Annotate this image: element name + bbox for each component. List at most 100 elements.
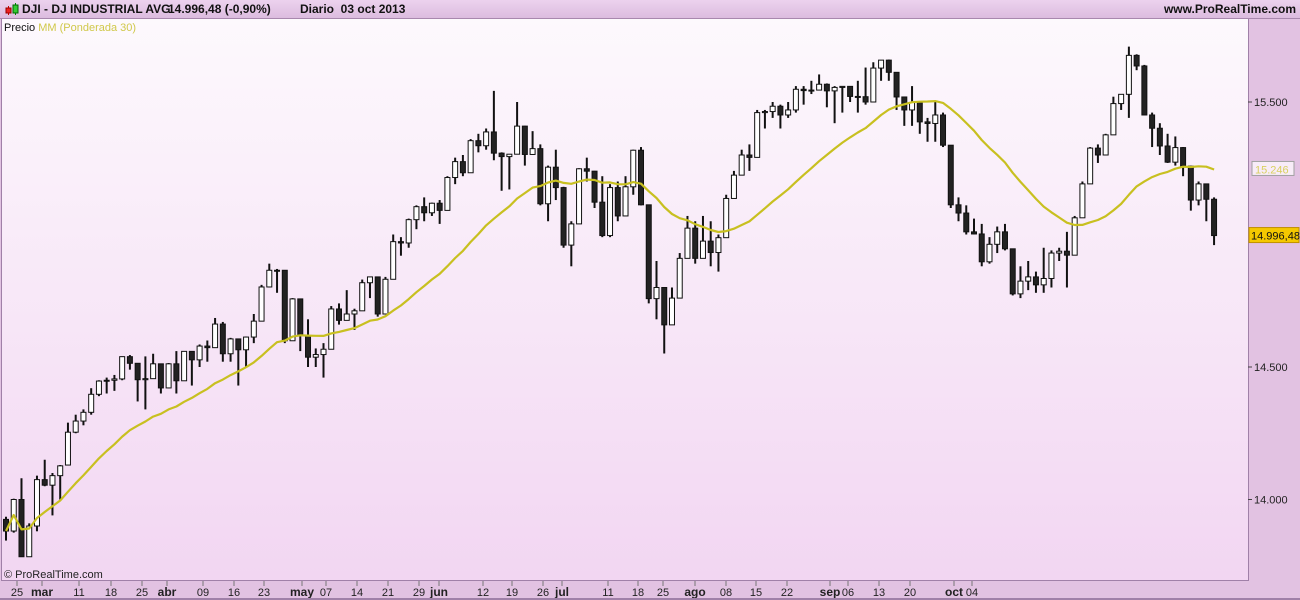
candle — [142, 356, 149, 410]
candle-body-down — [490, 131, 497, 154]
candle-body-up — [483, 131, 490, 147]
candle-body-up — [390, 241, 397, 280]
candle — [258, 284, 265, 322]
ma-legend[interactable]: MM (Ponderada 30) — [38, 22, 137, 34]
chart-header: DJI - DJ INDUSTRIAL AVG 14.996,48 (-0,90… — [0, 0, 1300, 19]
candle — [1071, 215, 1078, 256]
candle-body-up — [1017, 280, 1024, 295]
candle-body-up — [382, 278, 389, 315]
candle-body-down — [1063, 250, 1070, 256]
candle — [188, 350, 195, 386]
x-tick-label: 14 — [351, 587, 363, 599]
ma-line — [5, 100, 1215, 532]
candle — [1172, 136, 1179, 166]
candle — [64, 422, 71, 466]
x-axis: 25 mar 11 18 25 abr 09 16 23 may 07 14 21 29 jun 12 19 26… — [11, 581, 978, 599]
candle-body-up — [754, 112, 761, 158]
candle — [173, 351, 180, 394]
candle-body-down — [692, 227, 699, 259]
candle — [459, 155, 466, 177]
candle — [1001, 223, 1008, 251]
candle — [823, 83, 830, 108]
candle — [862, 67, 869, 105]
candle — [49, 473, 56, 516]
candle-body-up — [266, 269, 273, 288]
candle-body-up — [699, 240, 706, 259]
candle-body-down — [219, 323, 226, 355]
candle-body-up — [785, 109, 792, 116]
candle-body-down — [1141, 65, 1148, 116]
candle-body-down — [297, 298, 304, 336]
candle-body-down — [591, 170, 598, 203]
x-tick-label: 13 — [873, 587, 885, 599]
candle-body-down — [173, 363, 180, 382]
candle — [297, 298, 304, 352]
candle-body-up — [769, 105, 776, 113]
candle-body-up — [761, 111, 768, 114]
candle-body-up — [289, 298, 296, 342]
candle-body-up — [413, 206, 420, 221]
candle — [1187, 165, 1194, 211]
candle — [359, 279, 366, 312]
candle-body-up — [80, 411, 87, 422]
candle — [382, 276, 389, 315]
candle — [599, 176, 606, 238]
candle — [88, 388, 95, 415]
candle — [219, 321, 226, 362]
candle-body-up — [274, 269, 281, 272]
x-tick-label: jun — [429, 585, 448, 599]
candle — [661, 287, 668, 354]
candle-body-down — [746, 154, 753, 158]
candle-body-up — [1110, 103, 1117, 136]
candle — [134, 362, 141, 402]
candle-body-up — [545, 166, 552, 205]
x-tick-label: ago — [684, 585, 705, 599]
candle-body-up — [328, 308, 335, 350]
site-link[interactable]: www.ProRealTime.com — [1163, 2, 1296, 16]
candle — [33, 475, 40, 532]
candle — [761, 109, 768, 129]
candle-body-up — [607, 187, 614, 237]
candle — [335, 303, 342, 325]
candle-body-up — [26, 525, 33, 558]
candle — [955, 197, 962, 222]
candle-body-up — [49, 475, 56, 486]
x-tick-label: 07 — [320, 587, 332, 599]
candle-body-up — [1172, 147, 1179, 163]
candle-body-down — [235, 338, 242, 351]
candle-body-up — [452, 161, 459, 179]
candle-body-down — [645, 204, 652, 300]
candle-body-down — [374, 276, 381, 315]
candle — [738, 149, 745, 176]
candle-body-up — [653, 287, 660, 300]
candle-body-down — [560, 187, 567, 246]
candle-body-down — [335, 308, 342, 321]
candle-body-down — [777, 105, 784, 116]
candle — [119, 356, 126, 381]
candle-body-up — [258, 286, 265, 322]
x-tick-label: oct — [945, 585, 963, 599]
x-tick-label: 26 — [537, 587, 549, 599]
candle-body-up — [111, 378, 118, 381]
candle-body-down — [498, 152, 505, 158]
candle-body-down — [885, 59, 892, 73]
candle — [1079, 181, 1086, 219]
candle-body-up — [243, 336, 250, 351]
candle-body-down — [552, 166, 559, 189]
plot-area[interactable] — [1, 19, 1249, 581]
candle-body-up — [150, 363, 157, 380]
candle — [366, 276, 373, 299]
candle-body-up — [1025, 276, 1032, 282]
candle — [916, 102, 923, 134]
candle-body-up — [444, 177, 451, 211]
candle-body-down — [537, 148, 544, 205]
candle — [971, 218, 977, 235]
x-tick-label: 12 — [477, 587, 489, 599]
candle-body-down — [971, 231, 977, 235]
candle — [126, 355, 133, 370]
candle-body-down — [459, 161, 466, 174]
candle — [289, 298, 296, 342]
candle-body-up — [467, 140, 474, 174]
indicator-legend: Precio MM (Ponderada 30) — [4, 22, 136, 34]
